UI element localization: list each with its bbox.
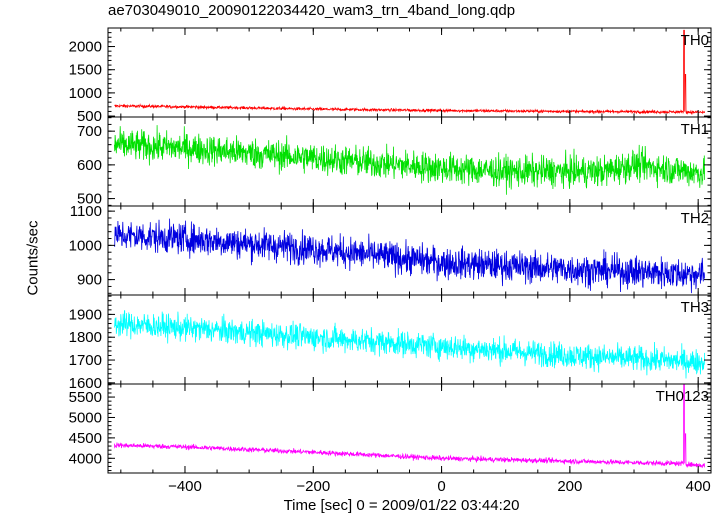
panel-label-th3: TH3 <box>681 299 709 316</box>
y-tick-label: 5500 <box>69 389 102 406</box>
x-tick-label: −400 <box>168 478 202 495</box>
y-tick-label: 700 <box>77 123 102 140</box>
series-line-th0 <box>114 29 705 116</box>
x-tick-label: 0 <box>437 478 445 495</box>
panel-label-th0123: TH0123 <box>656 388 709 405</box>
panel-label-th1: TH1 <box>681 121 709 138</box>
y-tick-label: 1700 <box>69 352 102 369</box>
panel-label-th0: TH0 <box>681 32 709 49</box>
y-tick-label: 1500 <box>69 62 102 79</box>
y-tick-label: 1100 <box>70 203 102 220</box>
x-tick-label: 400 <box>686 478 711 495</box>
y-tick-label: 900 <box>77 272 102 289</box>
y-tick-label: 1800 <box>69 329 102 346</box>
y-tick-label: 4000 <box>69 450 102 467</box>
y-tick-label: 1000 <box>69 237 102 254</box>
y-tick-label: 1600 <box>69 375 102 392</box>
series-line-th0123 <box>114 384 705 469</box>
y-tick-label: 500 <box>77 191 102 208</box>
series-line-th1 <box>114 125 705 195</box>
panel-frame-th0123 <box>107 383 712 474</box>
x-tick-label: 200 <box>557 478 582 495</box>
y-tick-label: 5000 <box>69 409 102 426</box>
y-tick-label: 1000 <box>69 85 102 102</box>
chart-title: ae703049010_20090122034420_wam3_trn_4ban… <box>108 2 516 19</box>
panel-frame-th3 <box>107 294 712 385</box>
x-tick-label: −200 <box>296 478 330 495</box>
series-line-th2 <box>114 218 705 294</box>
x-axis-label: Time [sec] 0 = 2009/01/22 03:44:20 <box>283 497 520 514</box>
panel-label-th2: TH2 <box>681 210 709 227</box>
y-tick-label: 500 <box>77 108 102 125</box>
series-line-th3 <box>114 310 705 379</box>
y-tick-label: 2000 <box>69 39 102 56</box>
y-tick-label: 4500 <box>69 430 102 447</box>
y-tick-label: 600 <box>77 157 102 174</box>
panel-frame-th0 <box>107 27 712 118</box>
y-tick-label: 1900 <box>69 306 102 323</box>
